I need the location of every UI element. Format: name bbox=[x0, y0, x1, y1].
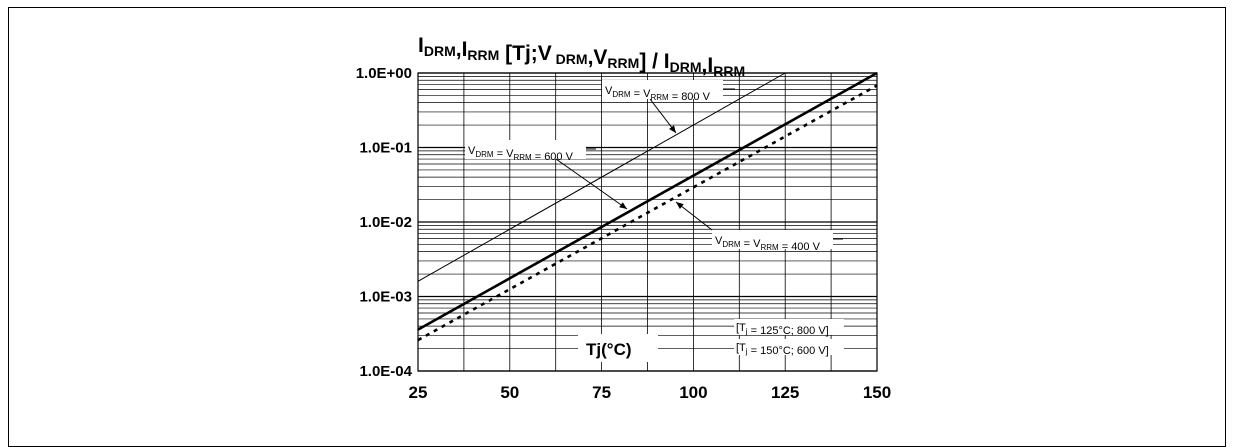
note-background bbox=[734, 319, 844, 335]
label-background bbox=[712, 230, 833, 249]
series-label-2: VDRM = VRRM = 600 V bbox=[468, 145, 574, 163]
x-tick-labels: 25 50 75 100 125 150 bbox=[409, 383, 892, 402]
x-tick-label: 125 bbox=[771, 383, 799, 402]
x-tick-label: 25 bbox=[409, 383, 428, 402]
arrow-head bbox=[619, 202, 627, 209]
x-axis-label-background bbox=[578, 334, 658, 362]
x-tick-label: 75 bbox=[592, 383, 611, 402]
y-tick-label: 1.0E+00 bbox=[356, 65, 412, 82]
y-tick-labels: 1.0E+00 1.0E-01 1.0E-02 1.0E-03 1.0E-04 bbox=[356, 65, 413, 380]
series-line-3 bbox=[417, 84, 878, 342]
y-tick-label: 1.0E-04 bbox=[359, 363, 412, 380]
annotations: VDRM = VRRM = 800 V VDRM = VRRM = 600 V VD… bbox=[465, 80, 843, 253]
series-lines bbox=[417, 71, 878, 342]
series-line-2 bbox=[417, 71, 878, 331]
arrow-line bbox=[555, 158, 628, 210]
chart-title: IDRM,IRRM [Tj;V DRM,VRRM] / IDRM,IRRM bbox=[418, 34, 745, 79]
arrow-line bbox=[675, 201, 713, 231]
x-tick-label: 150 bbox=[863, 383, 891, 402]
x-tick-label: 100 bbox=[679, 383, 707, 402]
y-tick-label: 1.0E-01 bbox=[359, 140, 412, 157]
y-tick-label: 1.0E-02 bbox=[359, 214, 412, 231]
series-line-1 bbox=[417, 72, 786, 282]
arrow-head bbox=[669, 125, 676, 133]
x-tick-label: 50 bbox=[500, 383, 519, 402]
series-label-1: VDRM = VRRM = 800 V bbox=[605, 85, 711, 103]
x-axis-label: Tj(°C) bbox=[586, 340, 632, 359]
x-axis-label-group: Tj(°C) [Tj = 125°C; 800 V] [Tj = 150°C; 60… bbox=[578, 319, 844, 362]
label-background bbox=[602, 80, 723, 99]
y-tick-label: 1.0E-03 bbox=[359, 289, 412, 306]
label-background bbox=[465, 140, 586, 159]
chart: IDRM,IRRM [Tj;V DRM,VRRM] / IDRM,IRRM VD… bbox=[356, 34, 892, 402]
note-label: [Tj = 125°C; 800 V] bbox=[736, 322, 829, 337]
series-label-3: VDRM = VRRM = 400 V bbox=[715, 235, 821, 253]
plot-border bbox=[417, 72, 878, 372]
arrow-head bbox=[676, 202, 684, 209]
note-label: [Tj = 150°C; 600 V] bbox=[736, 342, 829, 357]
note-background bbox=[734, 339, 844, 355]
